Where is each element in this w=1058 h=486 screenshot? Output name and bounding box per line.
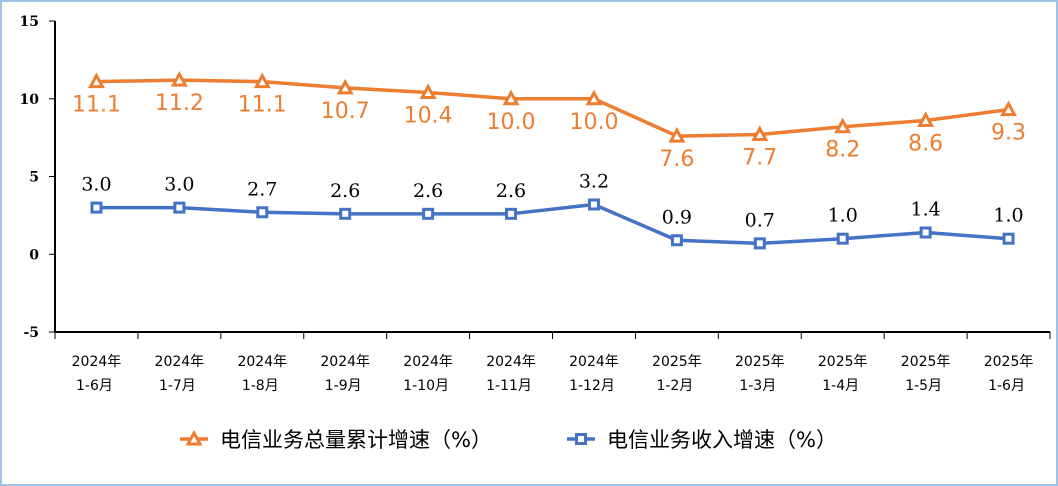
x-tick-label-period: 1-11月 (486, 378, 532, 394)
x-tick-label-year: 2024年 (320, 354, 370, 370)
x-tick-label-year: 2025年 (818, 354, 868, 370)
data-point-triangle (419, 83, 437, 100)
data-label: 0.7 (745, 209, 775, 231)
data-point-square (505, 207, 518, 220)
x-tick-label-period: 1-4月 (822, 378, 859, 394)
data-label: 2.6 (413, 180, 443, 202)
legend-label: 电信业务总量累计增速（%） (220, 428, 492, 452)
data-point-square (753, 237, 766, 250)
x-tick-label-period: 1-9月 (325, 378, 362, 394)
data-label: 7.6 (659, 147, 694, 172)
data-label: 3.0 (81, 174, 111, 196)
y-tick-label: 10 (20, 92, 40, 108)
legend-square-icon (575, 433, 587, 445)
data-point-triangle (170, 70, 188, 87)
x-tick-label-period: 1-3月 (739, 378, 776, 394)
x-tick-label-year: 2025年 (735, 354, 785, 370)
data-point-triangle (585, 89, 603, 106)
data-point-triangle (751, 125, 769, 142)
x-tick-label-year: 2024年 (72, 354, 122, 370)
legend-triangle-icon (185, 429, 203, 446)
data-point-square (256, 206, 269, 219)
x-tick-label-period: 1-2月 (656, 378, 693, 394)
legend-label: 电信业务收入增速（%） (607, 428, 837, 452)
data-point-triangle (502, 89, 520, 106)
x-tick-label-period: 1-5月 (905, 378, 942, 394)
data-point-square (339, 207, 352, 220)
y-tick-label: 15 (20, 14, 39, 30)
data-point-square (173, 201, 186, 214)
x-tick-label-period: 1-8月 (242, 378, 279, 394)
data-label: 0.9 (662, 206, 692, 228)
data-point-triangle (834, 117, 852, 134)
series-telecom-revenue-growth: 3.0 3.0 2.7 2.6 2.6 2.6 3.2 0.9 0.7 1.0 1.4 1.0 (81, 170, 1024, 250)
data-label: 2.6 (330, 180, 360, 202)
x-tick-label-year: 2024年 (155, 354, 205, 370)
x-tick-label-year: 2025年 (984, 354, 1034, 370)
data-label: 11.1 (72, 93, 121, 118)
data-point-square (670, 234, 683, 247)
x-tick-label-period: 1-10月 (403, 378, 449, 394)
data-label: 10.7 (321, 99, 370, 124)
x-tick-label-year: 2024年 (403, 354, 453, 370)
x-tick-label-year: 2025年 (901, 354, 951, 370)
series-telecom-volume-growth: 11.1 11.2 11.1 10.7 10.4 10.0 10.0 7.6 7.7 8.2 8.6… (72, 70, 1026, 172)
x-tick-label-year: 2024年 (237, 354, 287, 370)
data-label: 1.0 (993, 205, 1023, 227)
data-label: 8.6 (908, 132, 943, 157)
data-label: 7.7 (742, 146, 777, 171)
data-point-triangle (87, 72, 105, 89)
x-tick-label-period: 1-6月 (988, 378, 1025, 394)
x-tick-label-year: 2024年 (569, 354, 619, 370)
data-label: 10.4 (404, 104, 453, 129)
data-label: 11.2 (155, 91, 204, 116)
data-point-triangle (336, 78, 354, 95)
data-label: 1.4 (911, 198, 941, 220)
series-line (96, 202, 1009, 246)
x-tick-label-year: 2024年 (486, 354, 536, 370)
data-label: 3.2 (579, 170, 609, 192)
data-point-square (836, 232, 849, 245)
data-point-triangle (253, 72, 271, 89)
data-label: 2.7 (247, 178, 277, 200)
data-point-triangle (668, 126, 686, 143)
data-point-square (587, 198, 600, 211)
data-point-square (919, 226, 932, 239)
legend: 电信业务总量累计增速（%） 电信业务收入增速（%） (180, 428, 837, 452)
data-point-square (422, 207, 435, 220)
data-point-square (1002, 232, 1015, 245)
data-label: 10.0 (569, 110, 618, 135)
x-tick-label-period: 1-6月 (76, 378, 113, 394)
data-point-square (90, 201, 103, 214)
data-point-triangle (1000, 100, 1018, 117)
data-label: 8.2 (825, 138, 860, 163)
y-tick-label: 5 (29, 170, 39, 186)
data-label: 9.3 (991, 121, 1026, 146)
data-label: 3.0 (164, 174, 194, 196)
data-label: 10.0 (487, 110, 536, 135)
data-point-triangle (917, 111, 935, 128)
data-label: 1.0 (828, 205, 858, 227)
x-tick-label-year: 2025年 (652, 354, 702, 370)
data-label: 11.1 (238, 93, 287, 118)
y-tick-label: 0 (29, 247, 39, 263)
data-label: 2.6 (496, 180, 526, 202)
y-tick-label: -5 (23, 325, 39, 341)
x-tick-label-period: 1-7月 (159, 378, 196, 394)
series-line (96, 78, 1009, 138)
x-tick-label-period: 1-12月 (569, 378, 615, 394)
